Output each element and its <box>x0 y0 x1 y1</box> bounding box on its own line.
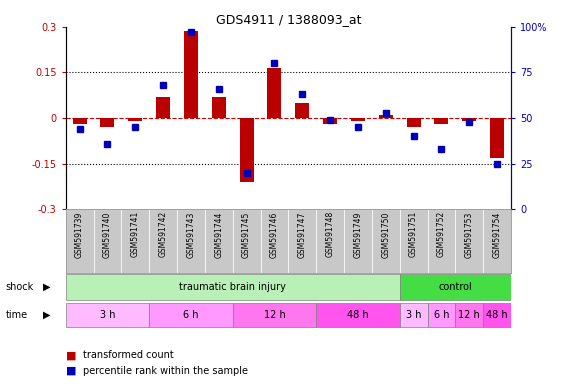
Text: shock: shock <box>6 282 34 292</box>
Bar <box>156 97 170 118</box>
Bar <box>66 274 400 300</box>
Text: GSM591742: GSM591742 <box>159 211 168 257</box>
Text: 6 h: 6 h <box>183 310 199 320</box>
Bar <box>456 303 483 327</box>
Bar <box>400 303 428 327</box>
Text: 3 h: 3 h <box>100 310 115 320</box>
Bar <box>233 303 316 327</box>
Text: GSM591741: GSM591741 <box>131 211 140 257</box>
Text: time: time <box>6 310 28 320</box>
Bar <box>267 68 282 118</box>
Bar <box>149 209 177 273</box>
Bar <box>240 118 254 182</box>
Bar <box>316 209 344 273</box>
Text: 6 h: 6 h <box>434 310 449 320</box>
Bar <box>205 209 233 273</box>
Bar <box>400 209 428 273</box>
Text: GSM591746: GSM591746 <box>270 211 279 258</box>
Text: GSM591753: GSM591753 <box>465 211 474 258</box>
Bar <box>323 118 337 124</box>
Text: GSM591744: GSM591744 <box>214 211 223 258</box>
Text: ■: ■ <box>66 350 76 360</box>
Bar <box>428 303 456 327</box>
Bar <box>94 209 122 273</box>
Text: traumatic brain injury: traumatic brain injury <box>179 282 286 292</box>
Bar <box>260 209 288 273</box>
Bar <box>66 209 94 273</box>
Bar <box>400 274 511 300</box>
Bar <box>177 209 205 273</box>
Bar <box>344 209 372 273</box>
Bar <box>372 209 400 273</box>
Text: GSM591745: GSM591745 <box>242 211 251 258</box>
Text: 12 h: 12 h <box>264 310 286 320</box>
Text: 12 h: 12 h <box>459 310 480 320</box>
Bar <box>456 209 483 273</box>
Text: ▶: ▶ <box>43 310 50 320</box>
Text: 3 h: 3 h <box>406 310 421 320</box>
Bar <box>483 209 511 273</box>
Text: GSM591748: GSM591748 <box>325 211 335 257</box>
Text: GSM591754: GSM591754 <box>493 211 502 258</box>
Text: GSM591750: GSM591750 <box>381 211 391 258</box>
Text: percentile rank within the sample: percentile rank within the sample <box>83 366 248 376</box>
Bar <box>428 209 456 273</box>
Text: transformed count: transformed count <box>83 350 174 360</box>
Text: control: control <box>439 282 472 292</box>
Text: GSM591740: GSM591740 <box>103 211 112 258</box>
Text: GSM591749: GSM591749 <box>353 211 363 258</box>
Text: GSM591743: GSM591743 <box>186 211 195 258</box>
Bar <box>122 209 149 273</box>
Bar <box>149 303 233 327</box>
Bar <box>288 209 316 273</box>
Bar <box>483 303 511 327</box>
Bar <box>233 209 260 273</box>
Text: GSM591747: GSM591747 <box>297 211 307 258</box>
Text: 48 h: 48 h <box>347 310 369 320</box>
Bar <box>463 118 476 121</box>
Text: ■: ■ <box>66 366 76 376</box>
Text: GSM591752: GSM591752 <box>437 211 446 257</box>
Bar <box>490 118 504 157</box>
Bar <box>100 118 114 127</box>
Bar <box>73 118 87 124</box>
Bar <box>379 115 393 118</box>
Title: GDS4911 / 1388093_at: GDS4911 / 1388093_at <box>216 13 361 26</box>
Text: GSM591739: GSM591739 <box>75 211 84 258</box>
Bar <box>407 118 421 127</box>
Bar <box>316 303 400 327</box>
Text: GSM591751: GSM591751 <box>409 211 418 257</box>
Text: 48 h: 48 h <box>486 310 508 320</box>
Bar <box>184 31 198 118</box>
Bar <box>351 118 365 121</box>
Bar <box>435 118 448 124</box>
Bar <box>295 103 309 118</box>
Bar <box>66 303 149 327</box>
Bar <box>212 97 226 118</box>
Bar <box>128 118 142 121</box>
Text: ▶: ▶ <box>43 282 50 292</box>
